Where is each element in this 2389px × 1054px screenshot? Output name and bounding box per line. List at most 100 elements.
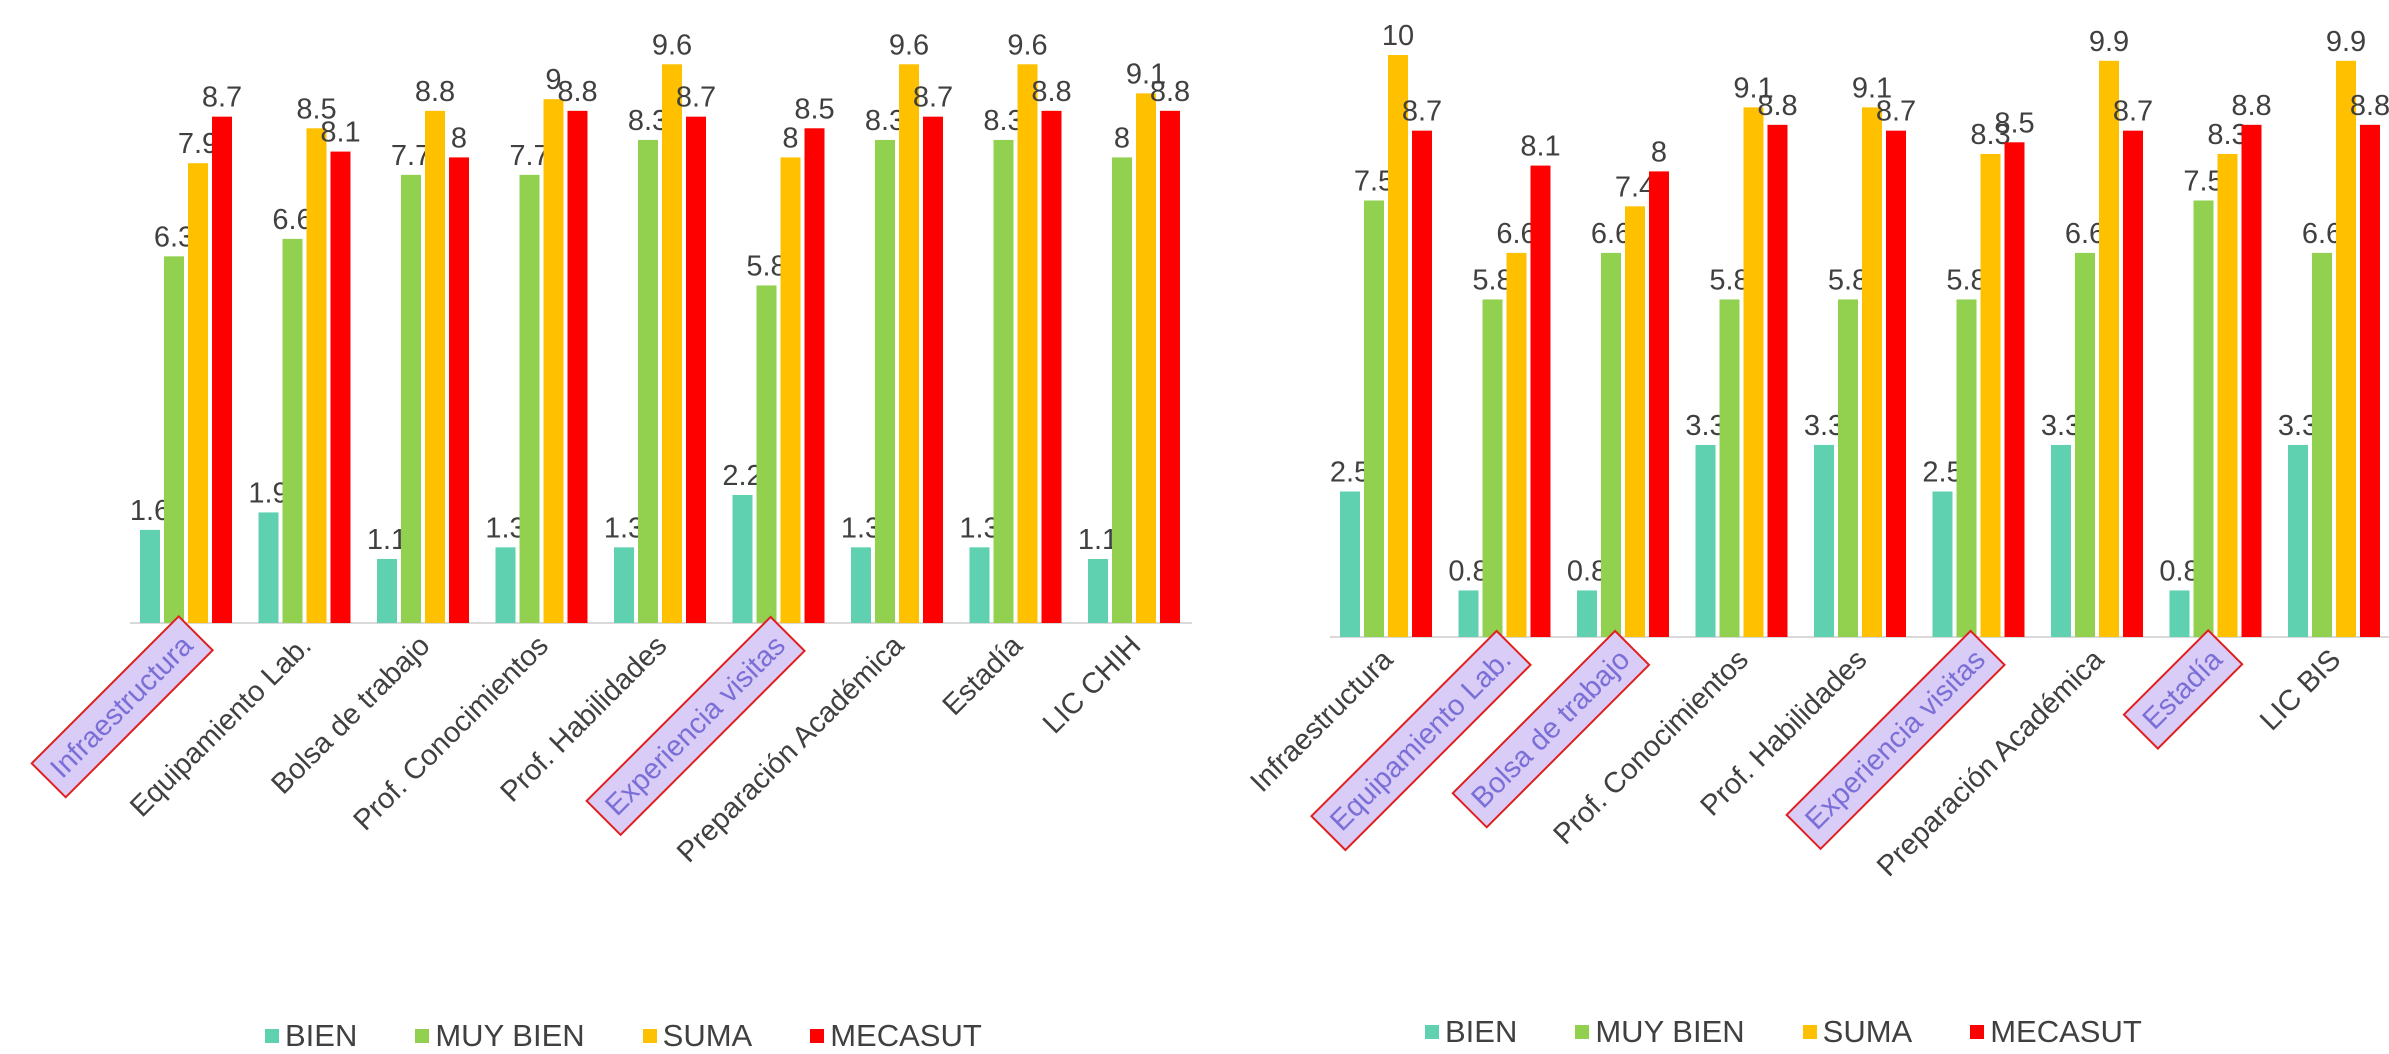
legend-item-bien: BIEN <box>1425 1014 1517 1050</box>
legend-item-suma: SUMA <box>642 1018 752 1054</box>
bar <box>2193 200 2214 637</box>
data-label: 8.8 <box>2350 90 2389 122</box>
data-label: 8.5 <box>794 93 834 125</box>
legend-label: MUY BIEN <box>435 1018 585 1053</box>
legend-item-muy-bien: MUY BIEN <box>1575 1014 1745 1050</box>
bar <box>2123 130 2143 637</box>
data-label: 8.3 <box>2207 119 2247 151</box>
data-label: 1.6 <box>130 495 170 527</box>
data-label: 8 <box>1651 136 1667 168</box>
data-label: 7.7 <box>391 140 431 172</box>
bar <box>1767 124 1788 638</box>
data-label: 9.9 <box>2326 26 2366 58</box>
bar <box>2217 153 2238 637</box>
data-label: 1.3 <box>604 512 644 544</box>
legend-item-bien: BIEN <box>265 1018 357 1054</box>
bar <box>282 238 303 623</box>
bar <box>140 529 160 623</box>
bar <box>258 512 279 623</box>
bar <box>1814 444 1834 637</box>
bar <box>2312 252 2332 637</box>
data-label: 9.6 <box>652 29 692 61</box>
data-label: 6.6 <box>2302 218 2342 250</box>
data-label: 8.5 <box>1994 107 2034 139</box>
highlight-box <box>1310 629 1532 852</box>
bar <box>1719 299 1740 637</box>
bar <box>1458 590 1479 637</box>
bar <box>1956 299 1977 637</box>
legend-label: MECASUT <box>1990 1014 2142 1049</box>
data-label: 1.1 <box>1078 524 1118 556</box>
data-label: 6.6 <box>1591 218 1631 250</box>
data-label: 8.7 <box>202 82 242 114</box>
bar <box>1160 110 1180 624</box>
data-label: 8 <box>1114 122 1130 154</box>
tick-label-text: LIC BIS <box>2254 644 2347 737</box>
data-label: 8.1 <box>320 117 360 149</box>
bar <box>993 139 1014 623</box>
bar <box>1932 491 1953 637</box>
data-label: 8.8 <box>1757 90 1797 122</box>
data-label: 8.3 <box>983 105 1023 137</box>
data-label: 8.7 <box>1876 96 1916 128</box>
data-label: 8.1 <box>1520 131 1560 163</box>
data-label: 8.3 <box>1970 119 2010 151</box>
data-label: 3.3 <box>2041 410 2081 442</box>
data-label: 3.3 <box>1804 410 1844 442</box>
bar <box>1364 200 1384 637</box>
legend-item-mecasut: MECASUT <box>810 1018 982 1054</box>
bar <box>212 116 232 623</box>
bar <box>686 116 706 623</box>
tick-label: Estadía <box>937 629 1030 722</box>
data-label: 2.2 <box>722 460 762 492</box>
legend-item-mecasut: MECASUT <box>1970 1014 2142 1050</box>
data-label: 6.3 <box>154 221 194 253</box>
tick-label: Prof. Conocimientos <box>348 630 555 837</box>
data-label: 2.5 <box>1330 457 1370 489</box>
tick-label: LIC CHIH <box>1037 630 1147 740</box>
data-label: 9.1 <box>1126 58 1166 90</box>
highlighted-tick-label: Experiencia visitas <box>585 615 806 837</box>
data-label: 0.8 <box>1448 555 1488 587</box>
bar <box>1577 590 1597 637</box>
data-label: 5.8 <box>1472 264 1512 296</box>
bar <box>1625 206 1645 637</box>
bar <box>377 558 397 623</box>
data-label: 7.5 <box>2183 166 2223 198</box>
data-label: 5.8 <box>1709 264 1749 296</box>
tick-label: LIC BIS <box>2254 644 2347 737</box>
bar <box>2099 60 2119 637</box>
bar <box>2241 124 2262 638</box>
bar <box>875 139 895 623</box>
data-label: 7.5 <box>1354 166 1394 198</box>
data-label: 8.8 <box>557 76 597 108</box>
data-label: 6.6 <box>272 204 312 236</box>
legend-label: MUY BIEN <box>1595 1014 1745 1049</box>
data-label: 8.5 <box>296 93 336 125</box>
data-label: 10 <box>1382 20 1414 52</box>
data-label: 8.8 <box>1150 76 1190 108</box>
bar <box>2360 124 2380 638</box>
bar <box>188 163 208 623</box>
data-label: 9.6 <box>889 29 929 61</box>
bar <box>851 547 871 623</box>
bar <box>732 494 753 623</box>
highlight-box <box>2122 628 2244 750</box>
bar <box>969 547 990 623</box>
bar <box>1886 130 1906 637</box>
legend-swatch <box>415 1029 430 1043</box>
legend-label: SUMA <box>1822 1014 1913 1049</box>
data-label: 8.8 <box>1031 76 1071 108</box>
data-label: 7.9 <box>178 128 218 160</box>
legend-swatch <box>1575 1025 1590 1039</box>
bar <box>1136 93 1156 623</box>
bar <box>923 116 943 623</box>
highlight-box <box>1451 629 1651 829</box>
data-label: 1.1 <box>367 524 407 556</box>
bar <box>543 99 564 623</box>
bar <box>1388 55 1408 637</box>
bar <box>1112 157 1132 623</box>
bar <box>1743 107 1764 637</box>
legend-swatch <box>810 1029 825 1043</box>
